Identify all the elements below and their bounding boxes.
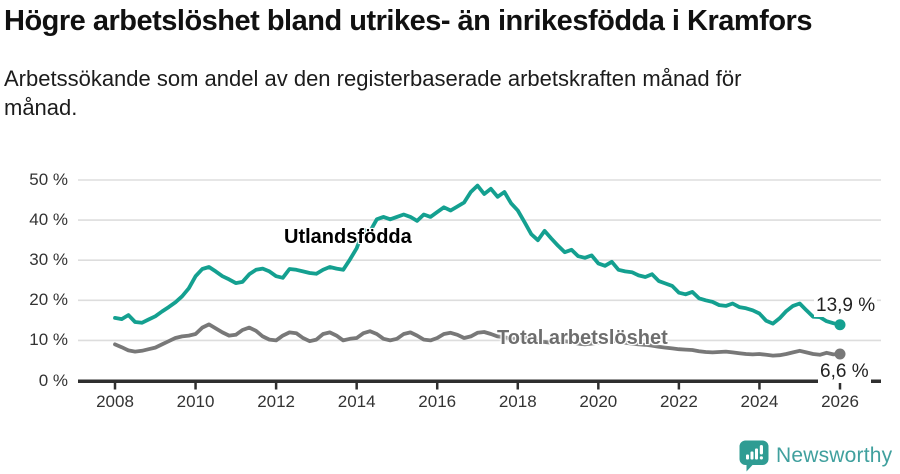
newsworthy-logo: Newsworthy bbox=[739, 440, 892, 472]
x-axis-label: 2008 bbox=[96, 392, 134, 411]
series-label-utlandsfodda: Utlandsfödda bbox=[284, 226, 412, 248]
y-axis-label: 50 % bbox=[29, 170, 68, 189]
y-axis-label: 20 % bbox=[29, 290, 68, 310]
end-value-label-total: 6,6 % bbox=[818, 361, 871, 383]
x-axis-label: 2022 bbox=[659, 392, 698, 411]
x-axis-label: 2014 bbox=[337, 392, 376, 411]
x-axis-label: 2018 bbox=[498, 392, 537, 411]
series-label-total-arbetsloshet: Total arbetslöshet bbox=[497, 327, 668, 349]
x-axis-label: 2010 bbox=[176, 392, 215, 411]
y-axis-label: 10 % bbox=[29, 330, 68, 350]
y-axis-label: 40 % bbox=[29, 210, 68, 230]
x-axis-label: 2012 bbox=[257, 392, 296, 411]
chart-title: Högre arbetslöshet bland utrikes- än inr… bbox=[4, 5, 812, 37]
newsworthy-bubble-chart-icon bbox=[739, 440, 769, 472]
x-axis-label: 2020 bbox=[579, 392, 618, 411]
chart-subtitle: Arbetssökande som andel av den registerb… bbox=[4, 66, 742, 121]
y-axis-label: 0 % bbox=[38, 370, 68, 390]
newsworthy-logo-text: Newsworthy bbox=[776, 444, 893, 467]
x-axis-label: 2026 bbox=[821, 392, 859, 411]
x-axis-label: 2024 bbox=[740, 392, 779, 411]
end-value-label-utlandsfodda: 13,9 % bbox=[814, 295, 878, 317]
x-axis-label: 2016 bbox=[418, 392, 457, 411]
y-axis-label: 30 % bbox=[29, 250, 68, 270]
